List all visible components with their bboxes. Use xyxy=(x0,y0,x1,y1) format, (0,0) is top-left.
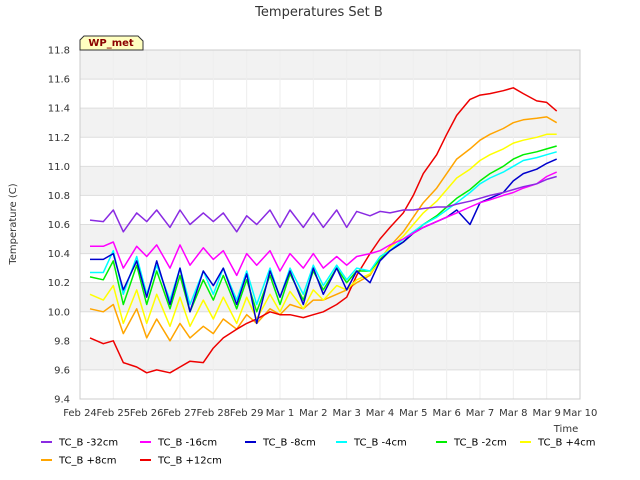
x-tick-label: Mar 4 xyxy=(366,408,394,419)
legend-item: TC_B -32cm xyxy=(41,438,118,449)
x-tick-label: Mar 6 xyxy=(432,408,460,419)
legend-item: TC_B +12cm xyxy=(140,456,222,467)
x-tick-label: Mar 9 xyxy=(532,408,560,419)
y-tick-label: 11.6 xyxy=(48,75,70,86)
background-band xyxy=(80,224,580,254)
legend-label: TC_B +12cm xyxy=(157,456,222,467)
legend: TC_B -32cm TC_B -16cm TC_B -8cm TC_B -4cm TC… xyxy=(41,438,596,467)
plot-area xyxy=(79,49,581,400)
x-tick-label: Mar 2 xyxy=(299,408,327,419)
legend-item: TC_B +4cm xyxy=(520,438,596,449)
y-tick-label: 10.2 xyxy=(48,278,70,289)
legend-item: TC_B -4cm xyxy=(336,438,407,449)
station-badge-text: WP_met xyxy=(88,38,134,49)
legend-label: TC_B +4cm xyxy=(537,438,596,449)
series-line-tc-b-32cm xyxy=(89,175,557,233)
legend-item: TC_B +8cm xyxy=(41,456,117,467)
x-tick-label: Feb 29 xyxy=(230,408,264,419)
x-tick-label: Feb 28 xyxy=(197,408,231,419)
legend-label: TC_B -8cm xyxy=(262,438,316,449)
y-tick-label: 9.4 xyxy=(54,395,70,406)
x-tick-label: Mar 5 xyxy=(399,408,427,419)
series-line-tc-b-2cm xyxy=(89,145,557,313)
plot-background-bands xyxy=(80,50,580,370)
x-tick-label: Mar 8 xyxy=(499,408,527,419)
x-axis: Feb 24 Feb 25 Feb 26 Feb 27 Feb 28 Feb 29 Mar … xyxy=(63,408,597,419)
y-tick-label: 10.8 xyxy=(48,191,70,202)
legend-label: TC_B -32cm xyxy=(58,438,118,449)
series-line-tc-b-16cm xyxy=(90,171,558,277)
series-line-tc-b-12cm xyxy=(89,87,558,374)
y-tick-label: 10.0 xyxy=(48,307,70,318)
series-line-tc-b-4cm xyxy=(90,151,557,306)
x-axis-label: Time xyxy=(553,424,578,435)
y-tick-label: 10.4 xyxy=(48,249,70,260)
legend-label: TC_B -16cm xyxy=(157,438,217,449)
y-axis-label: Temperature (C) xyxy=(8,183,19,265)
legend-label: TC_B -2cm xyxy=(453,438,507,449)
data-series xyxy=(89,87,558,374)
y-tick-label: 11.8 xyxy=(48,46,70,57)
y-tick-label: 11.2 xyxy=(48,133,70,144)
legend-item: TC_B -2cm xyxy=(436,438,507,449)
background-band xyxy=(80,50,580,80)
series-line-tc-b-4cm xyxy=(89,133,557,328)
y-tick-label: 9.8 xyxy=(54,336,70,347)
x-tick-label: Mar 1 xyxy=(266,408,294,419)
y-axis: 9.4 9.6 9.8 10.0 10.2 10.4 10.6 10.8 11.0 11.2 11.… xyxy=(48,46,70,406)
x-tick-label: Mar 10 xyxy=(563,408,598,419)
background-band xyxy=(80,108,580,138)
y-tick-label: 11.0 xyxy=(48,162,70,173)
background-band xyxy=(80,166,580,196)
x-tick-label: Feb 27 xyxy=(163,408,197,419)
background-band xyxy=(80,340,580,370)
x-tick-label: Feb 24 xyxy=(63,408,97,419)
x-tick-label: Feb 25 xyxy=(97,408,131,419)
x-tick-label: Mar 3 xyxy=(332,408,360,419)
legend-item: TC_B -16cm xyxy=(140,438,217,449)
legend-label: TC_B -4cm xyxy=(353,438,407,449)
legend-label: TC_B +8cm xyxy=(58,456,117,467)
station-badge: WP_met xyxy=(79,35,144,51)
y-tick-label: 11.4 xyxy=(48,104,70,115)
x-tick-label: Feb 26 xyxy=(130,408,164,419)
chart-title: Temperatures Set B xyxy=(254,5,383,20)
legend-item: TC_B -8cm xyxy=(245,438,316,449)
x-tick-label: Mar 7 xyxy=(466,408,494,419)
y-tick-label: 9.6 xyxy=(54,365,70,376)
y-tick-label: 10.6 xyxy=(48,220,70,231)
